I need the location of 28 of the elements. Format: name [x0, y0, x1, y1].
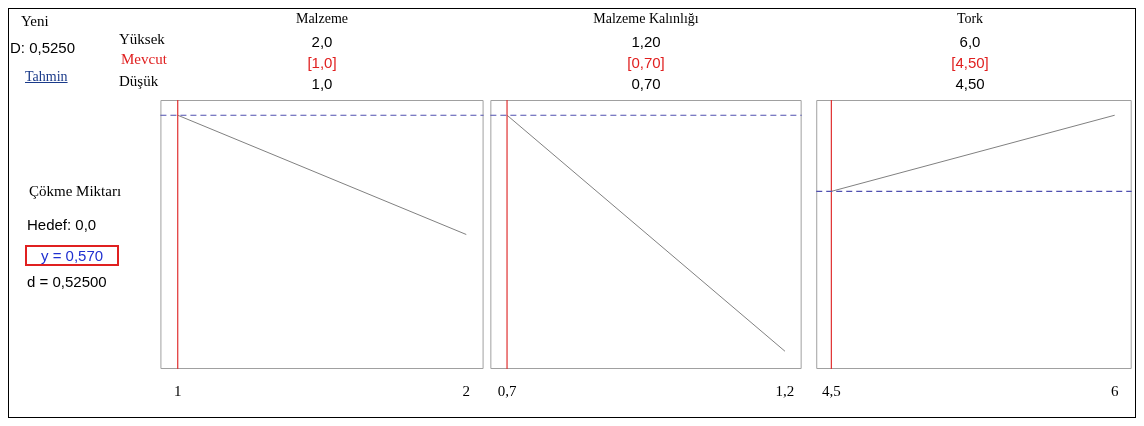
x-tick-label: 1,2 — [775, 382, 795, 399]
text: Tahmin — [25, 69, 68, 85]
text: y = 0,570 — [25, 245, 120, 266]
text: d = 0,52500 — [27, 273, 107, 290]
text: Mevcut — [121, 51, 167, 68]
text: Yeni — [21, 13, 49, 30]
chart-title: Malzeme Kalınlığı — [592, 11, 700, 28]
text: D: 0,5250 — [10, 39, 76, 56]
chart-title: Tork — [955, 11, 985, 28]
x-tick-label: 2 — [462, 382, 471, 399]
text: 1,0 — [310, 75, 334, 94]
text: Düşük — [119, 73, 159, 90]
text: [4,50] — [950, 54, 990, 73]
text: 6,0 — [958, 33, 982, 52]
text: Hedef: 0,0 — [27, 216, 97, 233]
x-tick-label: 0,7 — [497, 382, 517, 399]
text: 0,70 — [630, 75, 662, 94]
text: Yüksek — [119, 31, 165, 48]
x-tick-label: 4,5 — [821, 382, 841, 399]
text: 4,50 — [954, 75, 986, 94]
text: [0,70] — [626, 54, 666, 73]
x-tick-label: 1 — [173, 382, 182, 399]
text: [1,0] — [307, 54, 337, 71]
x-tick-label: 6 — [1110, 382, 1119, 399]
text: 1,20 — [630, 33, 662, 52]
text: 2,0 — [311, 33, 333, 50]
text: Çökme Miktarı — [29, 183, 122, 200]
chart-title: Malzeme — [295, 11, 349, 26]
